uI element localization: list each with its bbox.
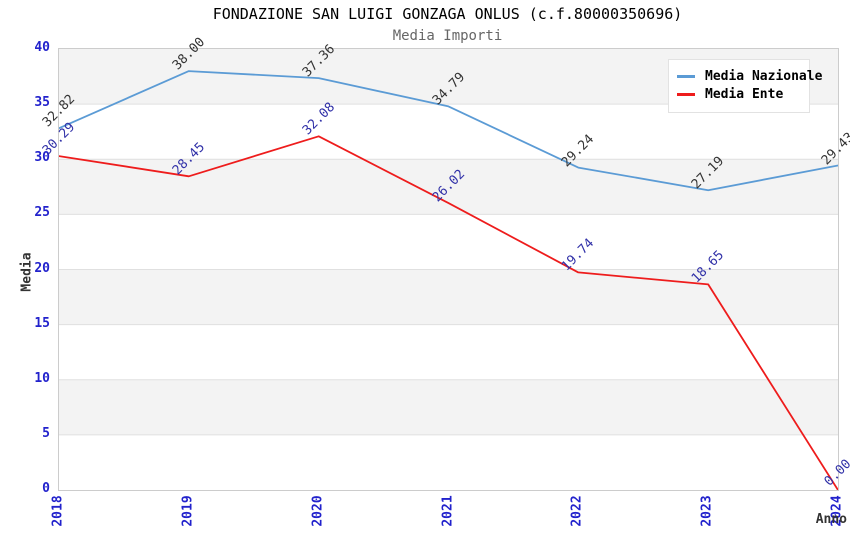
y-tick-label: 15 (34, 315, 50, 331)
x-tick-label: 2021 (440, 495, 455, 527)
plot-band (59, 269, 838, 325)
chart-subtitle: Media Importi (392, 28, 503, 44)
plot-band (59, 214, 838, 270)
plot-series-svg (59, 49, 838, 490)
y-tick-label: 0 (42, 481, 50, 496)
x-tick-label: 2022 (569, 495, 585, 527)
plot-band (59, 434, 838, 490)
series-line-media-nazionale (59, 70, 838, 192)
plot-band (59, 324, 838, 380)
y-axis-title: Media (19, 252, 35, 292)
y-tick-label: 25 (34, 205, 50, 221)
y-tick-label: 20 (34, 260, 50, 276)
legend-item-media-nazionale: Media Nazionale (677, 69, 822, 84)
plot-area (58, 48, 839, 491)
y-tick-label: 35 (34, 95, 50, 111)
plot-band (59, 379, 838, 435)
legend-label-media-ente: Media Ente (705, 87, 784, 102)
x-tick-label: 2019 (180, 495, 196, 527)
x-axis-title: Anno (815, 512, 847, 527)
legend-item-media-ente: Media Ente (677, 87, 801, 102)
series-line-media-ente (59, 135, 838, 490)
x-tick-label: 2020 (310, 495, 326, 527)
y-tick-label: 40 (34, 40, 50, 55)
y-tick-label: 30 (34, 150, 50, 166)
y-tick-label: 10 (34, 370, 50, 386)
plot-band (59, 104, 838, 160)
media-nazionale-line-swatch (677, 75, 695, 78)
legend-label-media-nazionale: Media Nazionale (705, 69, 823, 84)
media-ente-line-swatch (677, 93, 695, 96)
x-tick-label: 2018 (50, 495, 66, 527)
y-tick-label: 5 (42, 425, 50, 441)
chart-title: FONDAZIONE SAN LUIGI GONZAGA ONLUS (c.f.… (212, 5, 683, 23)
plot-band (59, 159, 838, 215)
x-tick-label: 2023 (699, 495, 715, 527)
legend: Media Nazionale Media Ente (668, 59, 822, 113)
